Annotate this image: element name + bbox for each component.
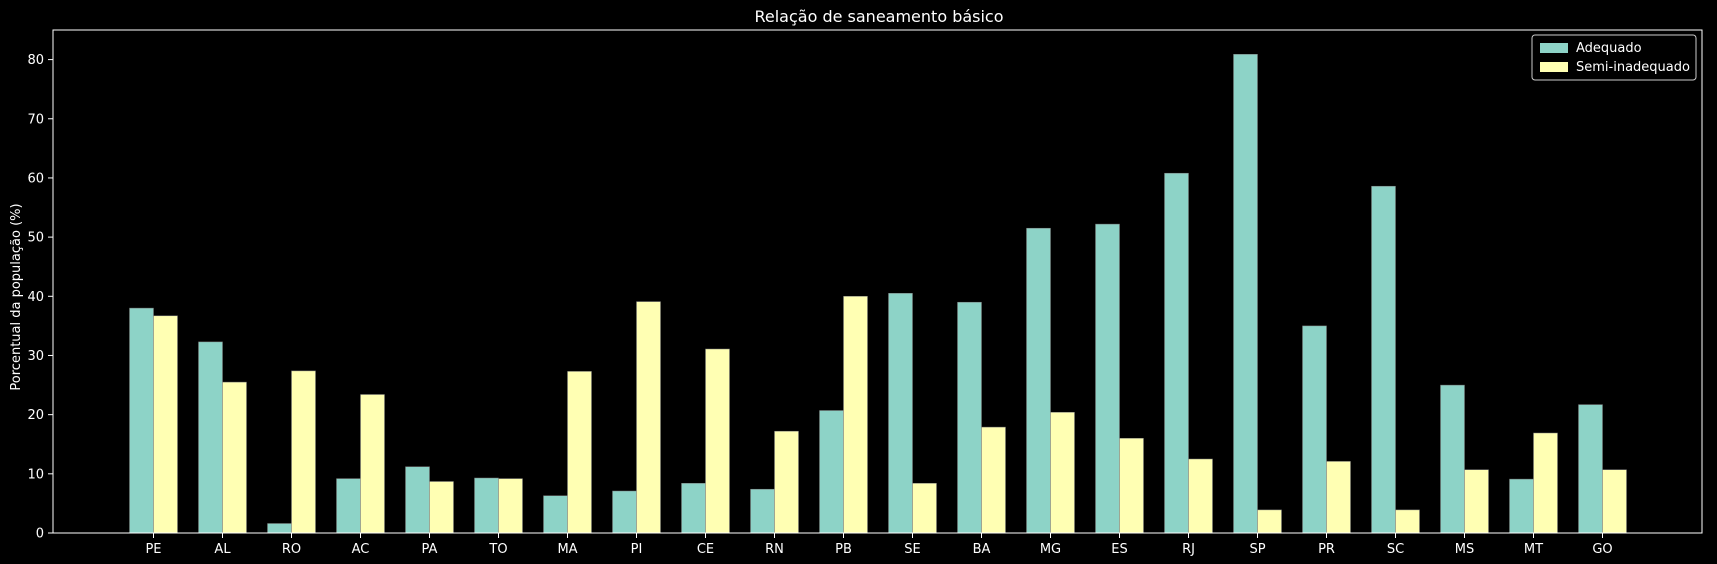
bar-adequado-pa (405, 466, 430, 534)
x-tick-label: SE (904, 542, 920, 557)
bar-adequado-rn (750, 488, 775, 534)
bar-semi-inadequado-al (222, 381, 247, 534)
y-tick-label: 10 (27, 467, 44, 482)
bar-semi-inadequado-rj (1188, 458, 1213, 534)
bar-semi-inadequado-ac (360, 394, 385, 534)
x-tick-label: CE (697, 542, 714, 557)
bar-adequado-mt (1509, 478, 1534, 534)
bar-adequado-mg (1026, 227, 1051, 534)
y-tick-label: 0 (36, 527, 44, 542)
bar-semi-inadequado-go (1602, 469, 1627, 534)
x-tick-label: PA (422, 542, 438, 557)
y-tick-label: 30 (27, 349, 44, 364)
legend-label-adequado: Adequado (1576, 41, 1642, 56)
bar-adequado-ro (267, 523, 292, 534)
bar-adequado-sc (1371, 185, 1396, 534)
bar-semi-inadequado-se (912, 483, 937, 534)
bar-semi-inadequado-ba (981, 426, 1006, 534)
bar-semi-inadequado-rn (774, 430, 799, 534)
bar-semi-inadequado-mg (1050, 412, 1075, 534)
x-tick-label: MG (1040, 542, 1061, 557)
x-tick-label: ES (1111, 542, 1127, 557)
bar-adequado-pi (612, 490, 637, 534)
x-tick-label: GO (1592, 542, 1612, 557)
bar-adequado-al (198, 341, 223, 534)
bar-adequado-pr (1302, 325, 1327, 534)
bar-semi-inadequado-pr (1326, 461, 1351, 534)
x-tick-label: AC (352, 542, 370, 557)
bar-semi-inadequado-mt (1533, 432, 1558, 534)
x-tick-label: SC (1387, 542, 1404, 557)
legend-swatch-semi-inadequado (1540, 62, 1568, 72)
bar-adequado-pe (129, 307, 154, 534)
plot-frame (52, 29, 1703, 534)
bar-semi-inadequado-sc (1395, 509, 1420, 534)
bar-adequado-se (888, 293, 913, 534)
x-tick-label: PR (1318, 542, 1335, 557)
bar-adequado-go (1578, 404, 1603, 534)
x-tick-label: SP (1249, 542, 1265, 557)
chart-title: Relação de saneamento básico (754, 7, 1003, 26)
x-tick-label: PE (145, 542, 161, 557)
x-tick-label: MS (1455, 542, 1474, 557)
bar-semi-inadequado-sp (1257, 509, 1282, 534)
x-tick-label: TO (488, 542, 507, 557)
bar-adequado-sp (1233, 54, 1258, 534)
y-tick-label: 70 (27, 112, 44, 127)
bar-semi-inadequado-ce (705, 348, 730, 534)
bar-adequado-ba (957, 301, 982, 534)
legend-label-semi-inadequado: Semi-inadequado (1576, 60, 1690, 75)
legend-box (1531, 34, 1697, 81)
y-tick-label: 40 (27, 290, 44, 305)
x-tick-label: MT (1524, 542, 1543, 557)
bar-adequado-rj (1164, 172, 1189, 534)
bar-adequado-to (474, 477, 499, 534)
bar-semi-inadequado-ms (1464, 469, 1489, 534)
x-tick-label: PI (631, 542, 643, 557)
x-tick-label: AL (214, 542, 231, 557)
bar-semi-inadequado-ma (567, 371, 592, 534)
legend: Adequado Semi-inadequado (1531, 34, 1697, 81)
bar-semi-inadequado-pi (636, 301, 661, 534)
bar-semi-inadequado-pe (153, 315, 178, 534)
bar-semi-inadequado-pb (843, 296, 868, 534)
bar-adequado-ms (1440, 384, 1465, 534)
x-tick-label: RJ (1182, 542, 1195, 557)
x-tick-label: RO (282, 542, 301, 557)
x-tick-label: BA (973, 542, 991, 557)
bar-semi-inadequado-ro (291, 370, 316, 534)
ticks-group: PE AL RO AC PA TO MA PI CE RN PB SE BA MG ES RJ SP PR SC MS… (27, 53, 1612, 557)
bar-adequado-ma (543, 495, 568, 534)
x-tick-label: PB (835, 542, 852, 557)
bar-semi-inadequado-es (1119, 438, 1144, 534)
x-tick-label: MA (557, 542, 577, 557)
bar-adequado-ac (336, 478, 361, 534)
y-axis-label: Porcentual da população (%) (9, 203, 24, 390)
legend-swatch-adequado (1540, 43, 1568, 53)
bars-group (129, 54, 1627, 534)
y-tick-label: 60 (27, 171, 44, 186)
y-tick-label: 50 (27, 231, 44, 246)
bar-adequado-es (1095, 223, 1120, 534)
y-tick-label: 20 (27, 408, 44, 423)
bar-semi-inadequado-pa (429, 481, 454, 534)
y-tick-label: 80 (27, 53, 44, 68)
bar-adequado-pb (819, 410, 844, 534)
bar-semi-inadequado-to (498, 478, 523, 534)
bar-adequado-ce (681, 483, 706, 534)
x-tick-label: RN (765, 542, 784, 557)
